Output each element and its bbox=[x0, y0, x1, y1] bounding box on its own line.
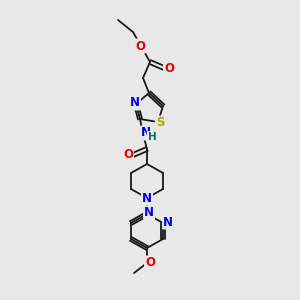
Text: O: O bbox=[135, 40, 145, 52]
Text: N: N bbox=[163, 215, 173, 229]
Text: N: N bbox=[130, 97, 140, 110]
Text: O: O bbox=[145, 256, 155, 269]
Text: O: O bbox=[164, 61, 174, 74]
Text: S: S bbox=[156, 116, 164, 130]
Text: N: N bbox=[144, 206, 154, 220]
Text: N: N bbox=[142, 191, 152, 205]
Text: N: N bbox=[141, 127, 151, 140]
Text: O: O bbox=[123, 148, 133, 161]
Text: H: H bbox=[148, 132, 156, 142]
